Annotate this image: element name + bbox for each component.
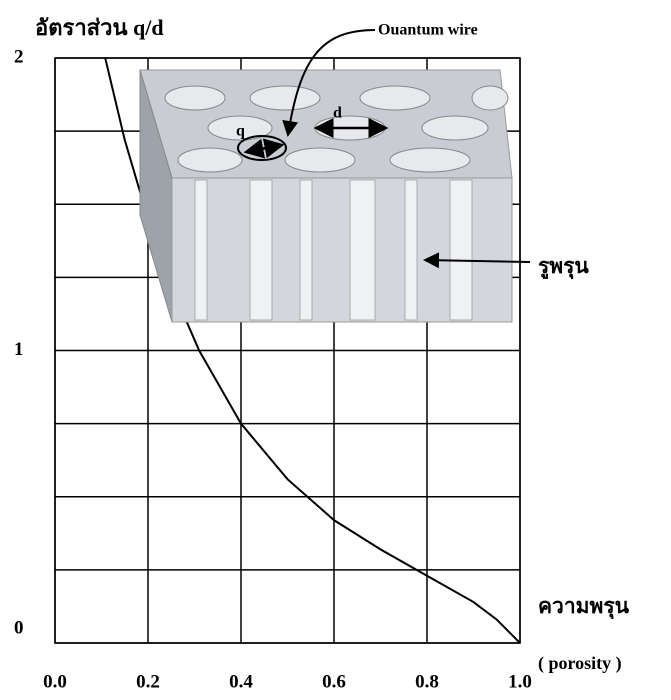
x-tick-label: 0.2 — [136, 671, 160, 692]
x-axis-sublabel: ( porosity ) — [538, 653, 622, 674]
x-tick-label: 0.0 — [43, 671, 67, 692]
y-tick-label: 2 — [14, 46, 24, 67]
q-label: q — [236, 123, 245, 140]
wire-label: Ouantum wire — [378, 22, 478, 39]
x-tick-label: 0.4 — [229, 671, 253, 692]
y-tick-label: 0 — [14, 617, 24, 638]
d-label: d — [333, 105, 342, 122]
inset-diagram: Ouantum wire q d รูพรุน — [140, 22, 589, 322]
x-tick-label: 0.6 — [322, 671, 346, 692]
pore-label: รูพรุน — [538, 254, 589, 280]
x-tick-label: 0.8 — [415, 671, 439, 692]
y-tick-label: 1 — [14, 339, 24, 360]
x-tick-label: 1.0 — [508, 671, 532, 692]
y-axis-label: อัตราส่วน q/d — [35, 15, 164, 40]
x-axis-label: ความพรุน — [538, 594, 630, 620]
chart: อัตราส่วน q/d ความพรุน ( porosity ) 0.0 0… — [0, 0, 671, 695]
